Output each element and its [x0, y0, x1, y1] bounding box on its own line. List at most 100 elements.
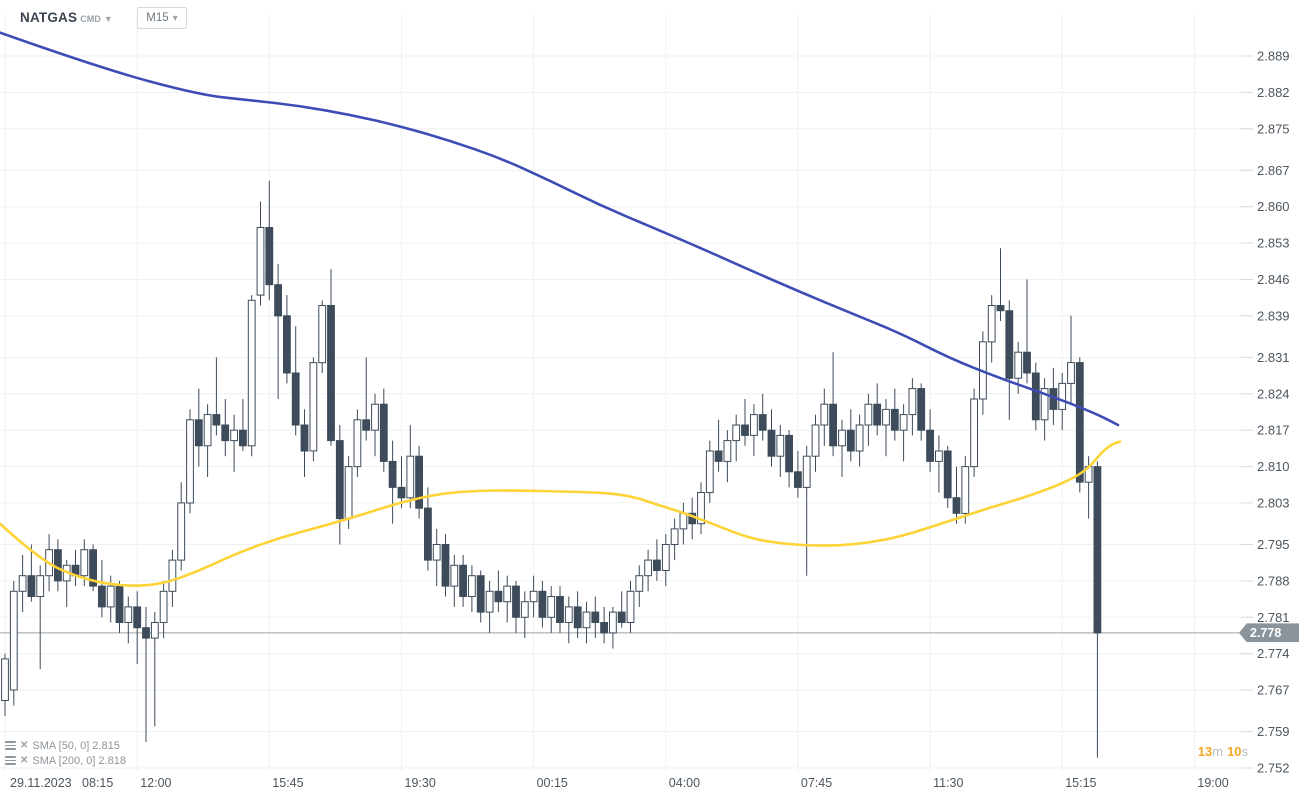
candle — [750, 404, 758, 457]
price-axis-label: 2.810 — [1257, 459, 1290, 474]
candle — [476, 570, 485, 623]
candle — [415, 445, 424, 519]
candle-body — [987, 305, 996, 343]
candles-layer — [1, 180, 1102, 758]
candle-body — [520, 601, 529, 618]
candle — [1067, 315, 1075, 405]
candle — [194, 388, 203, 467]
candle — [996, 248, 1005, 321]
candle — [1093, 461, 1102, 758]
candle — [697, 482, 705, 535]
timeframe-dropdown[interactable]: M15 ▾ — [137, 7, 187, 29]
candle-body — [1023, 351, 1031, 374]
candle-body — [644, 559, 653, 577]
candle-body — [626, 590, 635, 623]
candle-body — [1075, 362, 1084, 483]
candle-body — [115, 585, 124, 623]
candle-body — [106, 585, 115, 608]
candle-body — [291, 372, 300, 426]
candle — [468, 565, 476, 613]
symbol-selector[interactable]: NATGAS CMD ▾ — [20, 9, 111, 27]
current-price-value: 2.778 — [1250, 625, 1282, 640]
candle — [362, 357, 371, 441]
candle — [661, 534, 670, 587]
candle — [741, 399, 749, 446]
candle — [670, 518, 679, 561]
candle — [379, 388, 388, 472]
indicator-settings-icon[interactable] — [5, 741, 16, 750]
candle-body — [239, 429, 247, 447]
candle — [1040, 378, 1049, 441]
current-price-badge: 2.778 — [1239, 623, 1299, 643]
candle — [371, 393, 379, 457]
price-axis-label: 2.875 — [1257, 121, 1290, 136]
time-axis[interactable]: 29.11.2023 08:15 12:00 15:45 19:30 00:15 04:0… — [10, 776, 1229, 790]
candle — [133, 591, 142, 664]
candle — [256, 201, 265, 306]
price-axis-label: 2.752 — [1257, 761, 1290, 776]
candle — [882, 399, 890, 457]
symbol-name: NATGAS — [20, 10, 78, 25]
candle-body — [750, 414, 758, 436]
candle-countdown: 13m 10s — [1198, 744, 1248, 759]
candle-body — [917, 388, 926, 431]
candle-body — [309, 362, 318, 452]
price-axis-label: 2.846 — [1257, 272, 1290, 287]
candle — [212, 357, 221, 436]
candle — [1023, 279, 1031, 384]
price-axis-label: 2.781 — [1257, 610, 1290, 625]
time-axis-label: 12:00 — [140, 776, 171, 790]
indicator-remove-icon[interactable]: ✕ — [20, 739, 29, 751]
candle-body — [80, 549, 89, 577]
candle — [582, 601, 591, 644]
candle — [688, 497, 697, 540]
candle-body — [18, 575, 27, 592]
candle — [98, 560, 106, 618]
time-axis-label: 07:45 — [801, 776, 832, 790]
price-axis-label: 2.803 — [1257, 495, 1290, 510]
price-axis-label: 2.817 — [1257, 423, 1290, 438]
candle — [1, 653, 9, 716]
candle-body — [133, 606, 142, 629]
candle-body — [679, 512, 688, 530]
candle-body — [98, 585, 106, 608]
candle — [1005, 300, 1014, 420]
candle — [485, 580, 494, 633]
candle — [397, 456, 406, 509]
candle — [908, 378, 917, 436]
candle-body — [318, 305, 327, 364]
candle — [732, 414, 741, 462]
candle — [600, 606, 609, 644]
candle-body — [697, 492, 705, 525]
indicator-settings-icon[interactable] — [5, 756, 16, 765]
candle-body — [256, 227, 265, 296]
candle-body — [441, 544, 450, 587]
candle — [890, 388, 899, 441]
candle-body — [283, 315, 291, 374]
candle — [653, 539, 661, 581]
candle — [18, 554, 27, 613]
candle — [609, 606, 617, 649]
candle — [547, 586, 556, 633]
candle-body — [714, 450, 723, 462]
candle — [27, 544, 36, 602]
indicator-legend: ✕ SMA [50, 0] 2.815 ✕ SMA [200, 0] 2.818 — [5, 738, 126, 768]
price-axis-label: 2.759 — [1257, 724, 1290, 739]
candle — [115, 580, 124, 633]
candle — [9, 580, 18, 706]
candle — [564, 596, 573, 644]
candle — [168, 549, 177, 607]
candle — [617, 591, 626, 628]
indicator-remove-icon[interactable]: ✕ — [20, 754, 29, 766]
candle — [679, 502, 688, 545]
time-axis-label: 04:00 — [669, 776, 700, 790]
candle-body — [591, 611, 600, 623]
candle-body — [9, 590, 18, 691]
candle — [239, 399, 247, 451]
candle-body — [36, 575, 45, 598]
candle-body — [415, 455, 424, 509]
candle — [776, 425, 785, 477]
price-axis[interactable]: 2.889 2.882 2.875 2.867 2.860 2.853 2.846 2.839… — [1257, 49, 1290, 776]
candle-body — [54, 549, 62, 582]
